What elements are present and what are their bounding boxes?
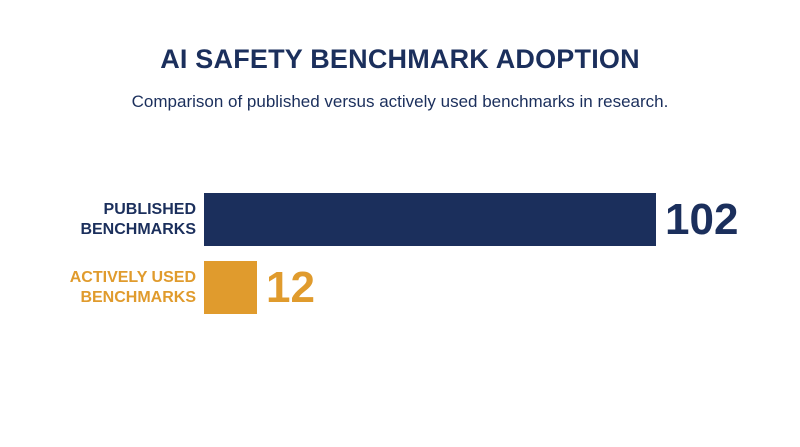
category-label: ACTIVELY USED BENCHMARKS (69, 269, 196, 306)
data-label: 102 (665, 195, 739, 244)
bar (204, 193, 656, 246)
category-label: PUBLISHED BENCHMARKS (80, 201, 196, 238)
data-label: 12 (266, 263, 315, 312)
bar (204, 261, 257, 314)
chart-subtitle: Comparison of published versus actively … (131, 92, 669, 111)
chart-title: AI SAFETY BENCHMARK ADOPTION (160, 44, 640, 74)
